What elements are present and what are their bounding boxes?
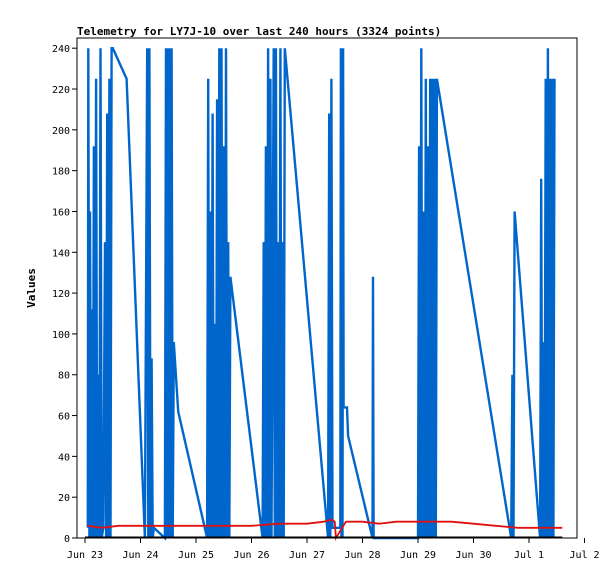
y-tick-label: 220 xyxy=(52,85,70,96)
x-tick-label: Jun 30 xyxy=(455,550,491,561)
y-axis-label: Values xyxy=(25,268,38,308)
x-tick-label: Jun 24 xyxy=(122,550,158,561)
y-tick-label: 180 xyxy=(52,167,70,178)
y-tick-label: 0 xyxy=(64,534,70,545)
x-tick-label: Jul 1 xyxy=(514,550,544,561)
plot-area xyxy=(76,37,578,539)
y-tick-label: 100 xyxy=(52,330,70,341)
x-tick-label: Jun 29 xyxy=(400,550,436,561)
y-tick-label: 140 xyxy=(52,248,70,259)
x-tick-label: Jun 26 xyxy=(233,550,269,561)
x-tick-label: Jun 25 xyxy=(178,550,214,561)
x-tick-label: Jun 28 xyxy=(344,550,380,561)
y-tick-label: 80 xyxy=(58,371,70,382)
y-tick-label: 160 xyxy=(52,207,70,218)
y-tick-label: 240 xyxy=(52,44,70,55)
x-axis: Jun 23 Jun 24 Jun 25 Jun 26 Jun 27 Jun 28 Jun … xyxy=(67,538,600,561)
y-tick-label: 40 xyxy=(58,452,70,463)
x-tick-label: Jun 23 xyxy=(67,550,103,561)
y-axis: 0 20 40 60 80 100 120 140 160 180 200 220 240 xyxy=(52,44,77,545)
chart-title: Telemetry for LY7J-10 over last 240 hour… xyxy=(77,25,441,38)
y-tick-label: 120 xyxy=(52,289,70,300)
x-tick-label: Jul 2 xyxy=(569,550,599,561)
series-line-red xyxy=(87,518,563,541)
y-tick-label: 200 xyxy=(52,126,70,137)
x-tick-label: Jun 27 xyxy=(289,550,325,561)
y-tick-label: 60 xyxy=(58,412,70,423)
y-tick-label: 20 xyxy=(58,493,70,504)
